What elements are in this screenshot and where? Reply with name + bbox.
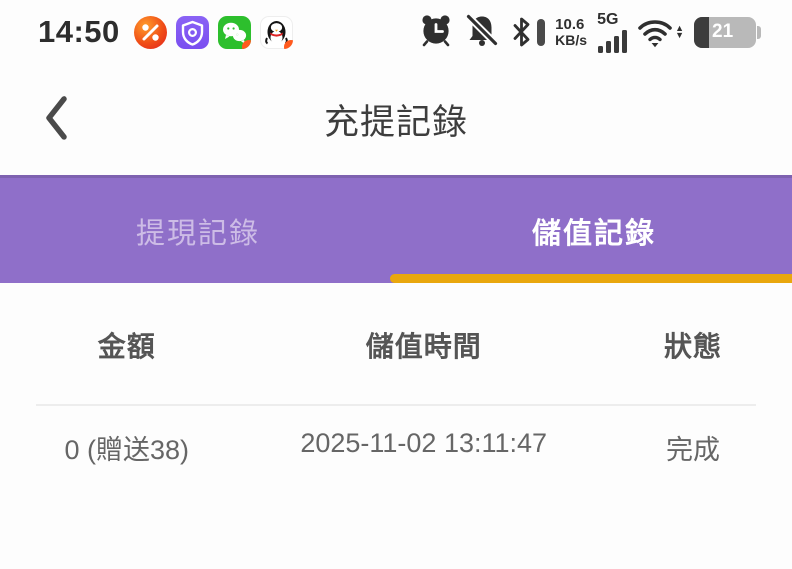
music-app-icon: [133, 15, 167, 49]
wechat-badge: [241, 39, 251, 49]
back-button[interactable]: [40, 91, 80, 143]
column-header-status: 狀態: [663, 331, 722, 362]
bluetooth-icon: [510, 14, 546, 50]
tab-bar: 提現記錄 儲值記錄: [0, 175, 792, 283]
status-icons: 10.6 KB/s 5G ▲ ▼ 21: [418, 10, 761, 53]
alarm-icon: [418, 12, 454, 53]
table-header: 金額 儲值時間 狀態: [0, 283, 792, 365]
network-speed: 10.6 KB/s: [555, 17, 587, 47]
qq-badge: [283, 39, 293, 49]
network-speed-unit: KB/s: [555, 31, 588, 48]
row-amount: 0 (贈送38): [64, 435, 189, 465]
status-bar: 14:50: [0, 0, 792, 64]
clock-time: 14:50: [38, 14, 120, 49]
battery-icon: 21: [694, 16, 761, 48]
signal-bars-icon: 5G: [597, 10, 628, 53]
table-row: 0 (贈送38) 2025-11-02 13:11:47 完成: [0, 406, 792, 489]
network-speed-value: 10.6: [555, 15, 585, 33]
active-tab-underline: [389, 274, 792, 283]
row-time: 2025-11-02 13:11:47: [300, 428, 548, 458]
wechat-app-icon: [217, 15, 251, 49]
notifications-muted-icon: [464, 12, 500, 53]
battery-percent: 21: [712, 21, 734, 42]
tab-deposit-records[interactable]: 儲值記錄: [531, 217, 656, 250]
page-title: 充提記錄: [323, 103, 468, 142]
column-header-time: 儲值時間: [365, 331, 482, 362]
qq-app-icon: [259, 15, 293, 49]
table-divider: [36, 404, 756, 406]
wifi-icon: ▲ ▼: [637, 17, 684, 48]
wifi-traffic-arrows: ▲ ▼: [675, 23, 684, 40]
page-header: 充提記錄: [0, 64, 792, 175]
notification-app-icons: [133, 15, 293, 49]
row-status: 完成: [665, 435, 720, 465]
column-header-amount: 金額: [97, 331, 156, 362]
network-type-label: 5G: [597, 10, 619, 28]
shield-app-icon: [175, 15, 209, 49]
tab-withdraw-records[interactable]: 提現記錄: [135, 217, 260, 250]
bluetooth-device-battery: [537, 18, 546, 46]
